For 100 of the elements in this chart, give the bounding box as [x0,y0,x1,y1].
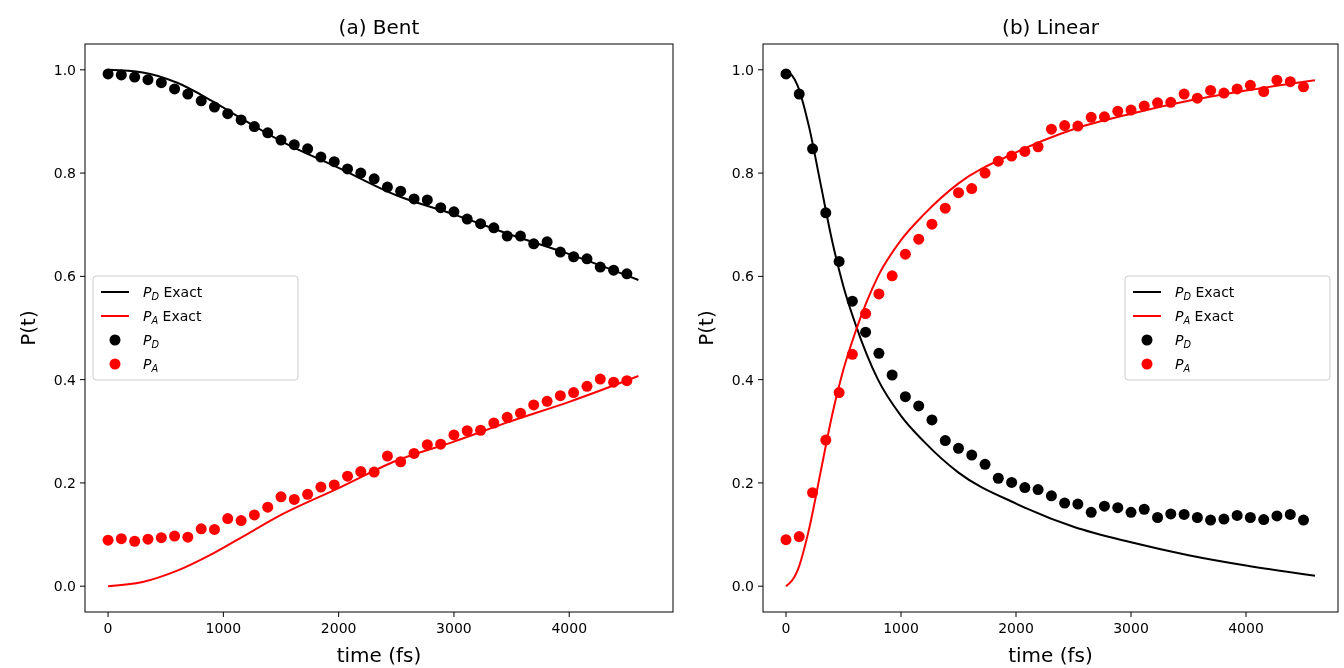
point [1191,92,1203,104]
point [342,163,354,175]
y-tick-label: 1.0 [53,61,76,78]
point [1019,145,1031,157]
point [302,143,314,155]
point [886,369,898,381]
point [1072,498,1084,510]
point [501,230,513,242]
point [1271,510,1283,522]
point [568,251,580,263]
y-tick-label: 0.0 [53,578,76,595]
x-tick-label: 0 [103,620,113,636]
point [275,134,287,146]
point [886,270,898,282]
y-tick-label: 1.0 [731,61,754,78]
point [1205,514,1217,526]
point [979,458,991,470]
point [1165,508,1177,520]
point [501,411,513,423]
point [873,288,885,300]
point [860,308,872,320]
point [102,68,114,80]
chart-title: (b) Linear [1002,15,1100,39]
point [528,399,540,411]
point [514,407,526,419]
point [1271,74,1283,86]
point [780,68,792,80]
point [608,264,620,276]
x-tick-label: 1000 [883,620,919,636]
point [793,88,805,100]
point [408,447,420,459]
point [1218,513,1230,525]
point [328,156,340,168]
legend-label: P$_{D}$ [1175,332,1192,350]
point [208,523,220,535]
point [953,442,964,454]
y-tick-label: 0.2 [731,474,754,491]
point [169,83,181,95]
point [594,261,606,273]
point [1006,150,1018,162]
point [1178,508,1190,520]
point [554,390,566,402]
point [581,380,593,392]
point [568,387,580,399]
x-tick-label: 2000 [998,620,1034,636]
point [461,425,473,437]
point [1244,512,1256,523]
point [248,121,260,133]
point [142,533,154,545]
point [1125,104,1137,116]
point [315,151,327,163]
point [248,509,260,521]
point [528,238,540,250]
point [873,347,885,359]
point [939,435,951,447]
point [1112,105,1124,117]
point [860,326,872,338]
point [115,533,127,545]
point [355,466,367,478]
point [992,472,1004,484]
point [820,207,832,219]
point [1085,506,1097,518]
point [1152,512,1164,523]
point [342,470,354,482]
point [780,534,792,546]
point [115,69,127,81]
point [368,173,380,185]
point [182,88,194,100]
y-axis-title: P(t) [694,310,718,346]
point [554,246,566,258]
point [1205,84,1217,96]
x-axis-title: time (fs) [1008,643,1093,667]
legend-label: P$_{D}$ Exact [143,284,203,302]
point [966,183,978,195]
point [992,155,1004,167]
x-axis-title: time (fs) [336,643,422,667]
point [155,77,167,89]
point [833,255,845,267]
point [1098,500,1110,512]
point [421,194,433,206]
point [195,95,207,107]
legend-label: P$_{D}$ [143,332,160,350]
x-tick-label: 2000 [320,620,357,636]
point [621,375,633,387]
point [288,493,300,505]
y-tick-label: 0.0 [731,578,754,595]
point [1231,83,1243,95]
point [1258,86,1270,97]
point [979,167,991,179]
point [435,202,447,214]
point [235,114,247,126]
point [102,534,114,546]
point [208,101,220,113]
point [621,268,633,280]
point [953,187,964,199]
point [448,206,460,218]
point [1006,476,1018,488]
point [155,532,167,544]
point [1284,76,1296,88]
point [395,185,407,197]
